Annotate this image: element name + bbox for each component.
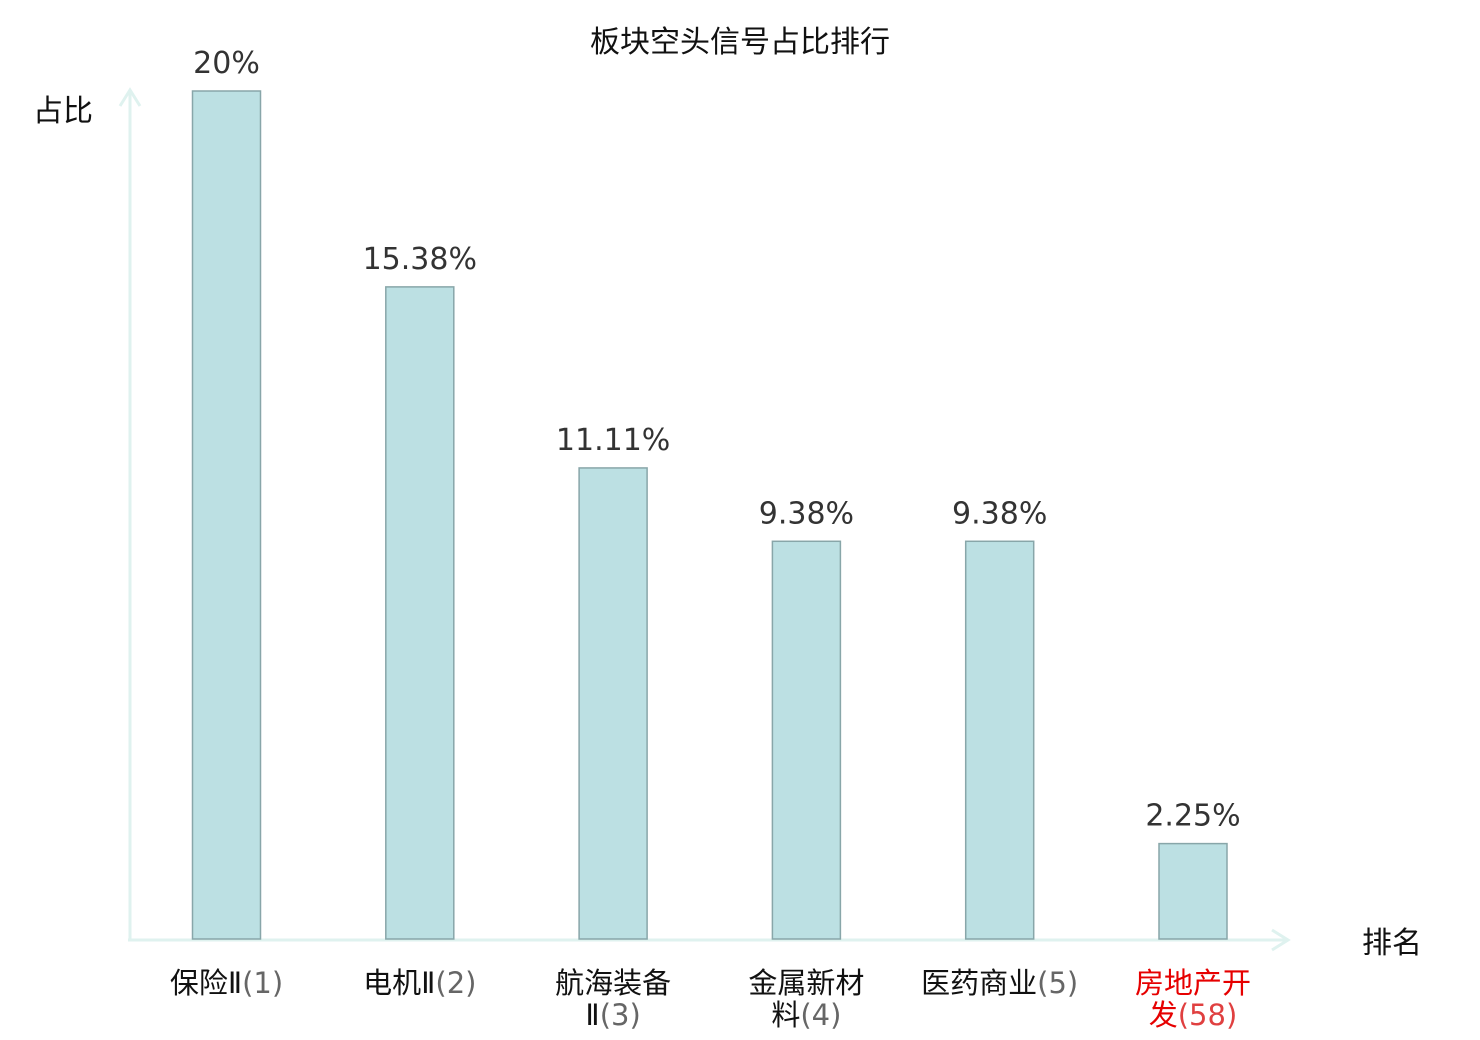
bar: [385, 286, 455, 940]
x-axis-arrow: [1271, 928, 1291, 952]
chart-title: 板块空头信号占比排行: [590, 25, 890, 60]
axes: [118, 87, 1291, 952]
value-labels: 20% 15.38% 11.11% 9.38% 9.38% 2.25%: [193, 46, 1241, 834]
bar-value-label: 9.38%: [759, 496, 854, 531]
bar: [771, 540, 842, 940]
category-name: 航海装备: [555, 966, 671, 1000]
category-name: 金属新材: [748, 966, 864, 1000]
category-rank: (1): [242, 966, 283, 1000]
category-rank: (58): [1178, 998, 1238, 1032]
category-label: 金属新材: [748, 966, 864, 1000]
category-label: Ⅱ(3): [585, 998, 640, 1032]
category-label: 保险Ⅱ(1): [170, 966, 283, 1000]
y-axis-arrow: [118, 87, 142, 107]
category-name: Ⅱ: [585, 998, 599, 1032]
category-name: 电机Ⅱ: [363, 966, 435, 1000]
category-name: 发: [1149, 998, 1178, 1032]
category-label: 航海装备: [555, 966, 671, 1000]
bar: [191, 90, 262, 940]
category-label: 电机Ⅱ(2): [363, 966, 476, 1000]
bar-value-label: 9.38%: [952, 496, 1047, 531]
bar-value-label: 11.11%: [556, 423, 670, 458]
bar-value-label: 2.25%: [1145, 799, 1240, 834]
x-axis-label: 排名: [1362, 926, 1422, 961]
bars: [191, 90, 1228, 940]
category-label: 发(58): [1149, 998, 1238, 1032]
bar: [964, 540, 1035, 940]
bar-value-label: 20%: [193, 46, 260, 81]
bar: [1158, 842, 1228, 940]
category-label: 医药商业(5): [921, 966, 1078, 1000]
category-label: 房地产开: [1135, 966, 1251, 1000]
bar: [578, 467, 648, 940]
category-rank: (3): [600, 998, 641, 1032]
category-name: 料: [771, 998, 800, 1032]
category-label: 料(4): [771, 998, 841, 1032]
bar-value-label: 15.38%: [363, 242, 477, 277]
category-name: 保险Ⅱ: [170, 966, 242, 1000]
category-rank: (2): [435, 966, 476, 1000]
category-rank: (5): [1037, 966, 1078, 1000]
y-axis-label: 占比: [33, 94, 93, 129]
category-name: 房地产开: [1135, 966, 1251, 1000]
category-name: 医药商业: [921, 966, 1037, 1000]
category-rank: (4): [800, 998, 841, 1032]
